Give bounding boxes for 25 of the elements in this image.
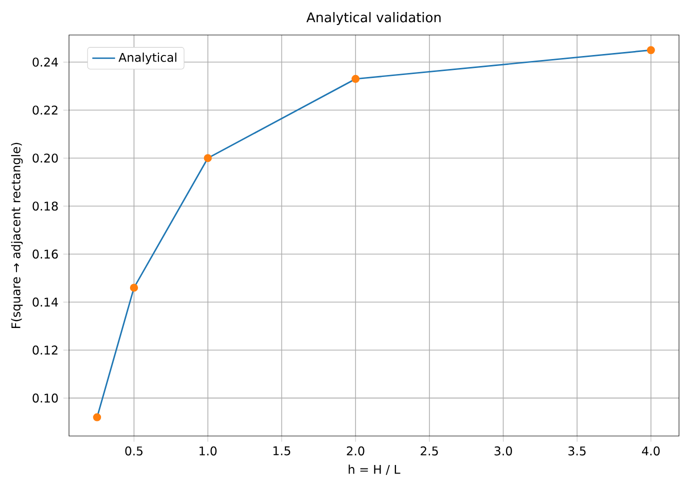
point — [352, 74, 360, 83]
point — [93, 413, 102, 422]
y-tick-label: 0.16 — [32, 250, 58, 259]
x-tick-label: 0.5 — [125, 446, 142, 456]
x-tick-label: 3.5 — [568, 446, 586, 456]
y-tick-label: 0.22 — [32, 106, 58, 115]
x-tick-label: 4.0 — [642, 446, 660, 456]
y-tick-label: 0.20 — [32, 154, 58, 163]
y-tick-label: 0.18 — [32, 202, 58, 211]
x-axis-title: h = H / L — [348, 464, 400, 475]
x-tick-label: 1.5 — [273, 446, 290, 456]
point — [204, 154, 212, 162]
x-tick-label: 3.0 — [494, 446, 512, 456]
chart-title: Analytical validation — [306, 12, 441, 25]
legend-label: Analytical — [118, 52, 176, 64]
y-tick-label: 0.10 — [32, 394, 58, 403]
point — [646, 46, 655, 54]
y-axis-title: F(square → adjacent rectangle) — [11, 142, 23, 328]
x-tick-label: 2.5 — [420, 446, 438, 456]
x-tick-label: 1.0 — [200, 446, 217, 456]
point — [130, 284, 138, 292]
x-tick-label: 2.0 — [346, 446, 364, 456]
y-tick-label: 0.12 — [32, 346, 58, 355]
y-tick-label: 0.24 — [32, 58, 58, 67]
y-tick-label: 0.14 — [32, 298, 58, 307]
